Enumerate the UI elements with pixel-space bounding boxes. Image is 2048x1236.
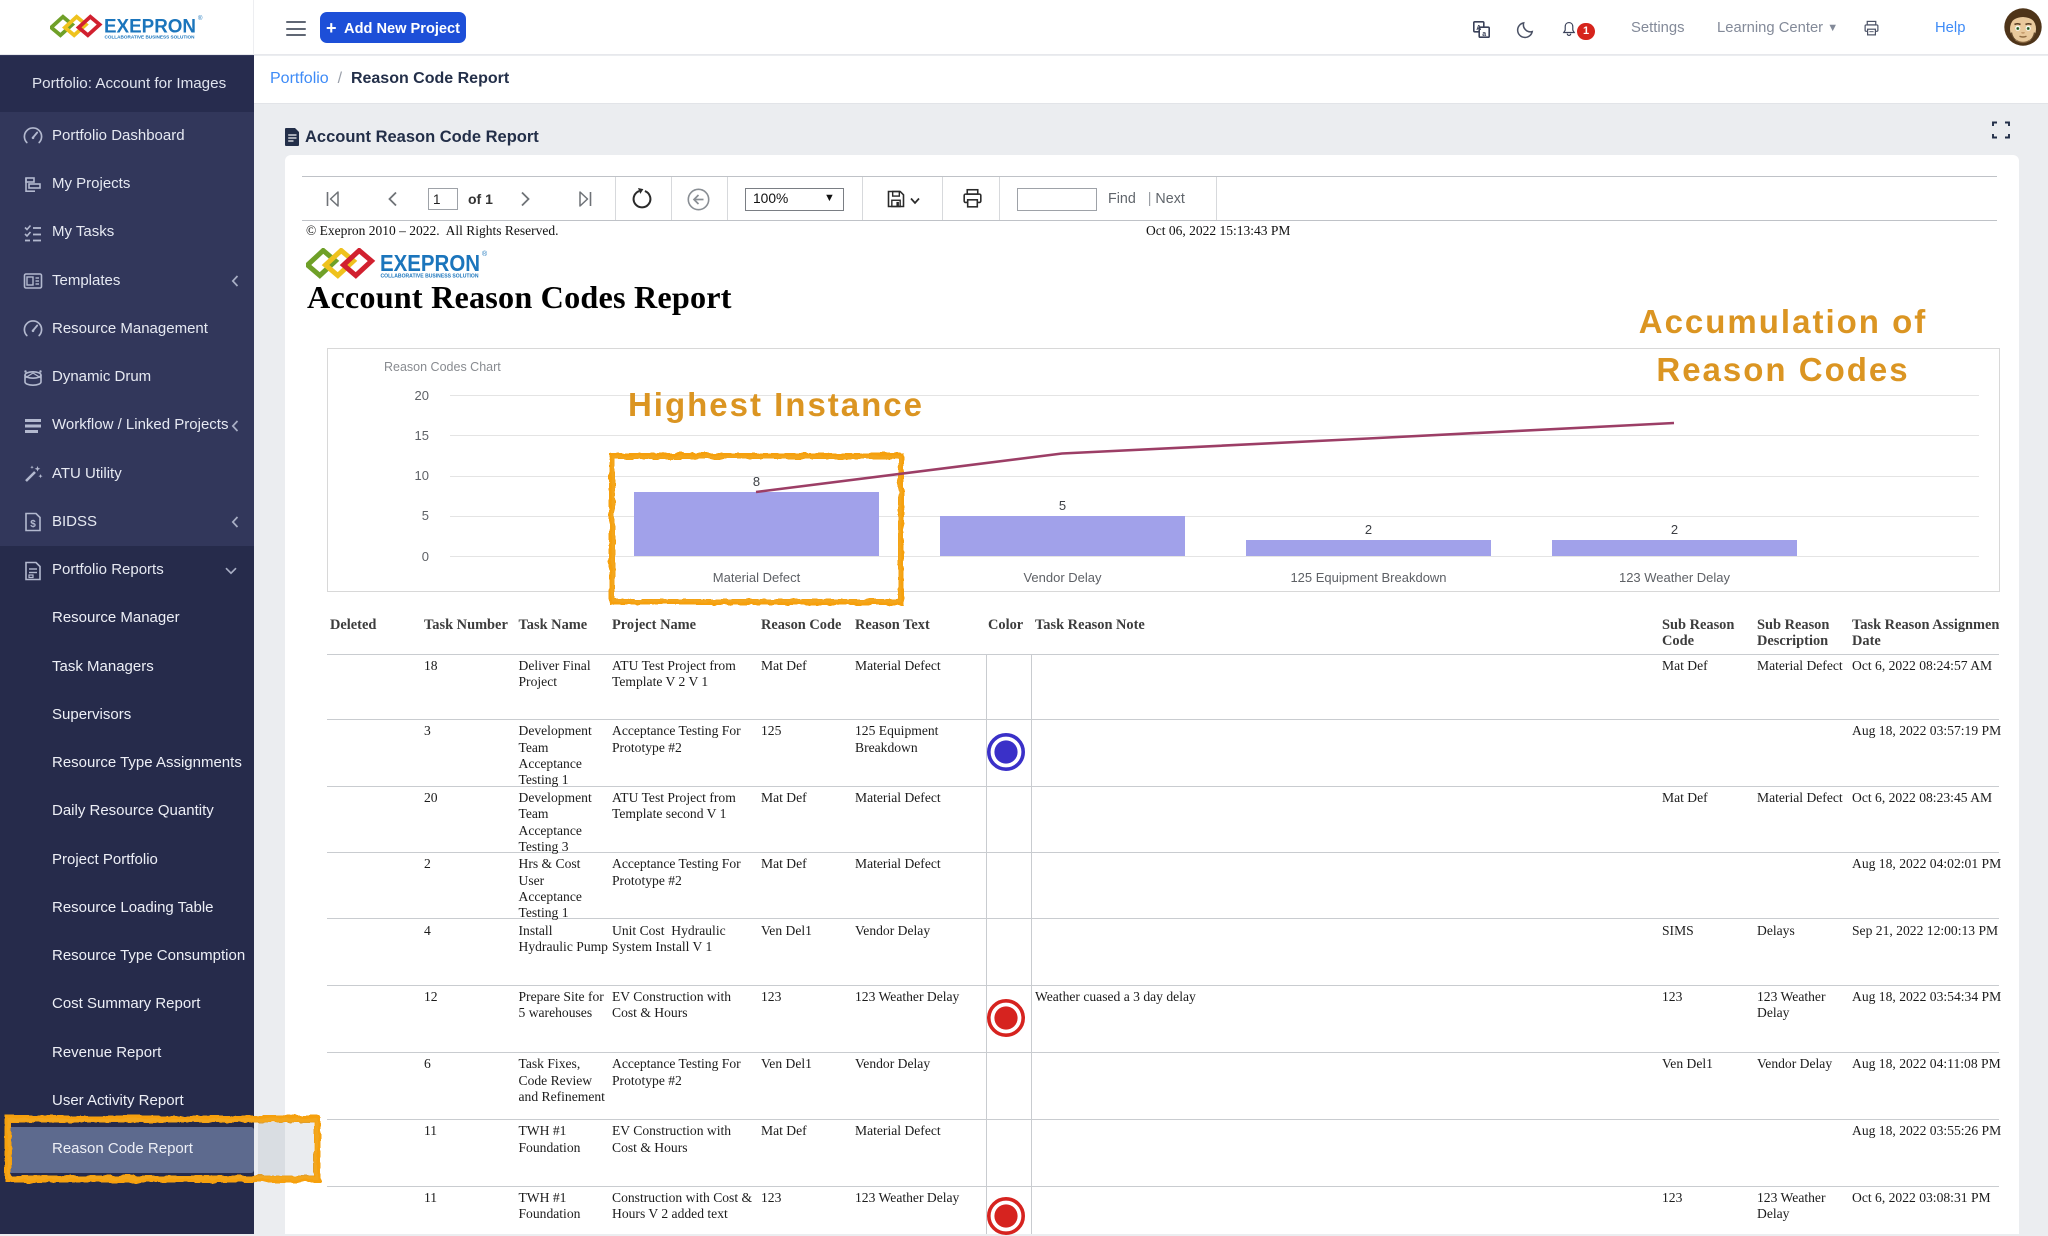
svg-text:EXEPRON: EXEPRON xyxy=(380,250,480,276)
svg-text:a: a xyxy=(1482,31,1486,38)
svg-text:®: ® xyxy=(198,15,203,22)
svg-text:COLLABORATIVE BUSINESS SOLUTIO: COLLABORATIVE BUSINESS SOLUTION xyxy=(105,35,196,40)
svg-text:COLLABORATIVE BUSINESS SOLUTIO: COLLABORATIVE BUSINESS SOLUTION xyxy=(381,274,479,280)
svg-text:A: A xyxy=(1476,25,1481,32)
svg-text:®: ® xyxy=(482,250,488,258)
svg-text:EXEPRON: EXEPRON xyxy=(104,17,196,38)
svg-text:$: $ xyxy=(30,519,36,530)
